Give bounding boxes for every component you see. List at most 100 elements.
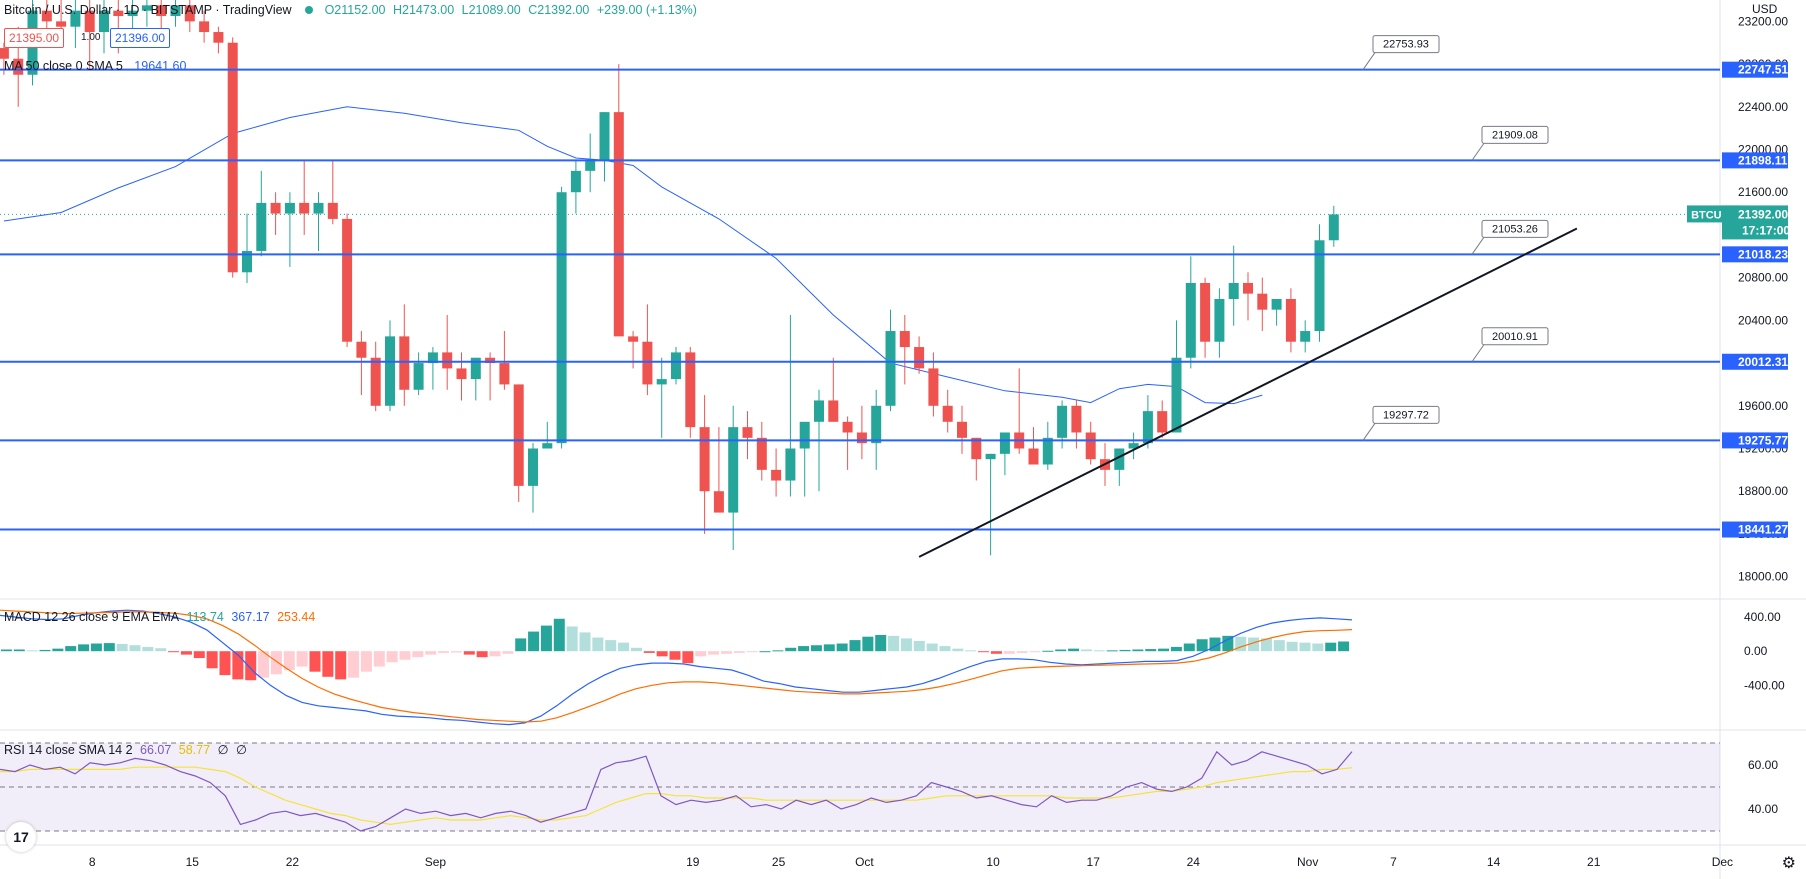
macd-histogram-bar [1016,651,1028,653]
level-price-tag [1722,521,1788,538]
callout-box [1481,219,1549,238]
candle-body [628,336,639,342]
candle-body [356,341,367,358]
macd-histogram-bar [1286,641,1298,652]
candle-body [556,192,567,444]
price-tick-label: 21600.00 [1738,185,1788,199]
candle-body [184,5,195,22]
macd-histogram-bar [515,638,527,652]
candle-body [728,427,739,513]
macd-histogram-bar [643,651,655,653]
macd-histogram-bar [1196,639,1208,652]
candle-body [599,112,610,161]
candle-body [170,5,181,17]
macd-tick-label: 400.00 [1744,610,1781,624]
candle-body [999,432,1010,454]
time-axis-label: Sep [425,855,447,869]
candle-body [385,336,395,406]
macd-histogram-bar [1338,641,1350,652]
candle-body [270,202,281,214]
macd-histogram-bar [13,649,25,652]
candle-body [885,331,896,406]
currency-label[interactable]: USD [1752,2,1778,16]
candle-body [756,437,767,470]
macd-histogram-bar [0,649,12,652]
level-price-label: 18441.27 [1738,523,1788,537]
macd-histogram-bar [450,651,462,653]
candle-body [284,202,295,214]
macd-histogram-bar [489,651,501,657]
ma-legend[interactable]: MA 50 close 0 SMA 5 19641.60 [4,59,190,73]
candle-body [1200,282,1211,342]
candle-body [1214,299,1225,342]
candle-body [1243,282,1253,294]
callout-box [1481,327,1549,346]
settings-gear-icon[interactable]: ⚙ [1781,855,1796,872]
macd-histogram-bar [630,647,642,652]
macd-histogram-bar [103,643,115,652]
ma-value: 19641.60 [134,59,187,73]
candle-body [41,10,52,22]
candle-body [1157,411,1168,433]
price-tick-label: 18000.00 [1738,570,1788,584]
close-value: C21392.00 [528,3,590,17]
macd-histogram-bar [283,651,295,670]
macd-label: MACD 12 26 close 9 EMA EMA [4,610,180,624]
rsi-value: 66.07 [140,743,172,757]
time-axis-label: 15 [186,855,200,869]
tradingview-logo[interactable]: 17 [6,822,36,852]
sell-price-button[interactable]: 21395.00 [4,28,65,48]
callout-box [1372,405,1440,424]
macd-histogram-bar [180,651,192,655]
macd-histogram-bar [348,651,360,678]
macd-histogram-bar [116,643,128,652]
macd-histogram-bar [335,651,347,680]
macd-histogram-bar [900,638,912,652]
macd-signal-value: 253.44 [277,610,316,624]
macd-histogram-bar [1325,642,1337,652]
rsi-label: RSI 14 close SMA 14 2 [4,743,133,757]
macd-histogram-bar [1158,648,1170,652]
live-dot [305,6,314,14]
candle-body [1314,240,1325,332]
level-price-tag [1722,61,1788,78]
macd-histogram-bar [1183,643,1195,652]
level-price-label: 19275.77 [1738,433,1788,447]
macd-histogram-bar [78,644,90,652]
candle-body [1142,411,1153,444]
level-price-tag [1722,246,1788,263]
macd-histogram-bar [258,651,270,678]
candle-body [499,363,510,385]
macd-histogram-bar [566,626,578,652]
time-axis-label: 14 [1487,855,1501,869]
candle-body [528,448,538,486]
time-axis-label: Dec [1712,855,1733,869]
candle-body [427,352,438,364]
macd-histogram-bar [219,651,231,676]
candle-body [456,368,467,380]
candle-body [56,21,67,27]
candle-body [442,352,453,369]
rsi-line [0,750,1353,832]
candle-body [470,357,481,380]
callout-label: 20010.91 [1492,331,1538,343]
candle-body [127,10,138,17]
level-price-label: 21898.11 [1738,153,1788,167]
macd-histogram-bar [810,645,822,652]
macd-legend[interactable]: MACD 12 26 close 9 EMA EMA 113.74 367.17… [4,610,319,624]
macd-histogram-bar [1106,650,1118,652]
macd-histogram-bar [476,651,488,658]
candle-body [84,10,95,33]
time-axis-label: 25 [772,855,786,869]
price-tick-label: 23200.00 [1738,14,1788,28]
macd-histogram-bar [798,646,810,652]
buy-price-button[interactable]: 21396.00 [110,28,171,48]
candle-body [899,331,910,348]
level-price-label: 20012.31 [1738,355,1788,369]
macd-histogram-bar [502,651,514,654]
macd-histogram-bar [52,648,64,652]
rsi-legend[interactable]: RSI 14 close SMA 14 2 66.07 58.77 ∅ ∅ [4,742,251,757]
candle-body [1171,357,1182,433]
macd-histogram-bar [168,651,180,653]
